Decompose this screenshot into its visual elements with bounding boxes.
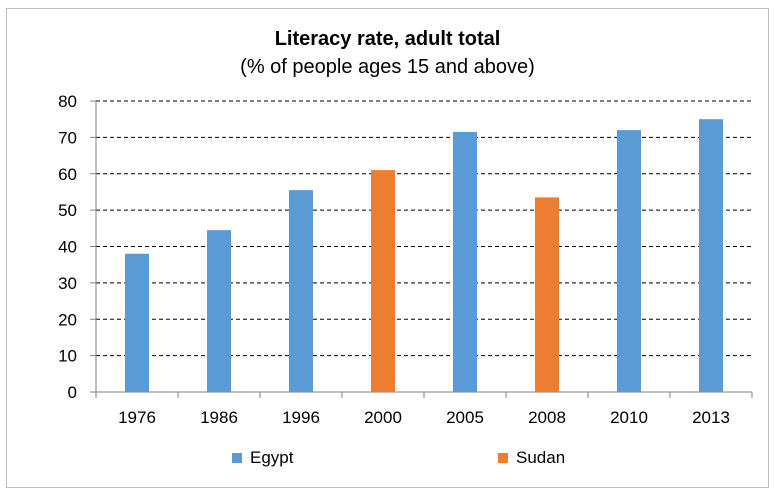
chart-title: Literacy rate, adult total <box>274 28 501 50</box>
legend-swatch-sudan <box>498 453 508 463</box>
y-tick-label: 80 <box>58 92 77 111</box>
x-tick-label: 2005 <box>446 408 484 427</box>
y-tick-label: 40 <box>58 238 77 257</box>
bar-sudan-2000 <box>371 170 395 392</box>
bar-sudan-2008 <box>535 197 559 392</box>
bar-egypt-2005 <box>453 131 477 392</box>
x-tick-label: 1986 <box>200 408 238 427</box>
y-tick-label: 0 <box>68 383 77 402</box>
y-tick-label: 30 <box>58 274 77 293</box>
legend-item-egypt: Egypt <box>232 448 293 468</box>
legend-label-sudan: Sudan <box>516 448 566 467</box>
bar-egypt-2013 <box>699 119 723 392</box>
y-tick-label: 20 <box>58 310 77 329</box>
chart-subtitle: (% of people ages 15 and above) <box>240 56 535 78</box>
y-tick-label: 60 <box>58 165 77 184</box>
bar-egypt-1986 <box>207 230 231 392</box>
x-tick-label: 1996 <box>282 408 320 427</box>
y-tick-label: 70 <box>58 128 77 147</box>
x-tick-label: 2008 <box>528 408 566 427</box>
legend-swatch-egypt <box>232 453 242 463</box>
x-tick-label: 2000 <box>364 408 402 427</box>
x-tick-label: 2010 <box>610 408 648 427</box>
bar-egypt-2010 <box>617 130 641 392</box>
x-tick-label: 1976 <box>118 408 156 427</box>
legend-label-egypt: Egypt <box>250 448 294 467</box>
bar-egypt-1996 <box>289 190 313 392</box>
y-tick-label: 10 <box>58 347 77 366</box>
x-tick-label: 2013 <box>692 408 730 427</box>
legend-item-sudan: Sudan <box>498 448 565 468</box>
bar-egypt-1976 <box>125 253 149 392</box>
y-tick-label: 50 <box>58 201 77 220</box>
